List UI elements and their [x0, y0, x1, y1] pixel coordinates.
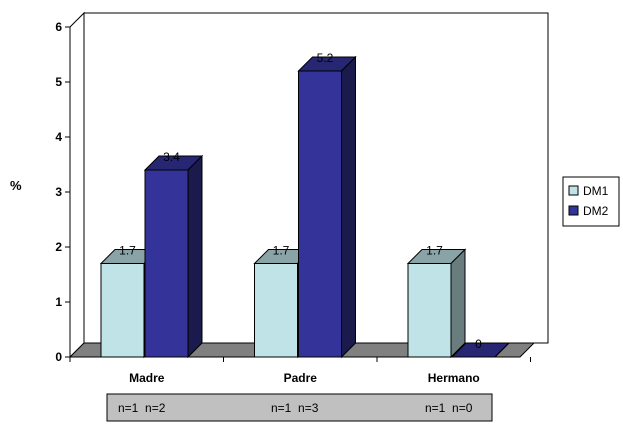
sample-sizes-box: n=1 n=2 n=1 n=3 n=1 n=0 — [106, 393, 493, 422]
y-tick-label: 5 — [55, 75, 62, 89]
bar-dm1-hermano — [406, 248, 467, 359]
sample-size-hermano: n=1 n=0 — [425, 401, 473, 415]
data-label-dm2-hermano: 0 — [475, 337, 482, 351]
legend: DM1 DM2 — [562, 176, 620, 227]
legend-swatch-dm2 — [568, 205, 579, 216]
legend-box — [562, 176, 620, 227]
bar-dm2-madre — [143, 154, 204, 359]
y-tick-label: 4 — [55, 130, 62, 144]
side-wall — [69, 11, 85, 359]
legend-label-dm2: DM2 — [583, 204, 609, 218]
y-axis-label: % — [10, 178, 22, 193]
y-tick-label: 0 — [55, 350, 62, 364]
sample-size-padre: n=1 n=3 — [271, 401, 319, 415]
data-label-dm2-padre: 5.2 — [317, 51, 334, 65]
x-axis-categories: Madre Padre Hermano — [129, 371, 480, 385]
data-label-dm1-madre: 1.7 — [119, 244, 136, 258]
category-label-madre: Madre — [129, 371, 165, 385]
y-tick-label: 1 — [55, 295, 62, 309]
sample-size-madre: n=1 n=2 — [118, 401, 166, 415]
data-labels-group: 1.7 3.4 1.7 5.2 1.7 0 — [119, 51, 482, 351]
legend-swatch-dm1 — [568, 185, 579, 196]
y-tick-label: 2 — [55, 240, 62, 254]
legend-label-dm1: DM1 — [583, 184, 609, 198]
category-label-padre: Padre — [284, 371, 318, 385]
data-label-dm1-hermano: 1.7 — [426, 244, 443, 258]
bars-group — [99, 55, 511, 359]
y-axis: 0 1 2 3 4 5 6 — [55, 20, 531, 364]
category-label-hermano: Hermano — [428, 371, 480, 385]
data-label-dm2-madre: 3.4 — [163, 150, 180, 164]
bar-dm2-padre — [297, 55, 357, 359]
data-label-dm1-padre: 1.7 — [273, 244, 290, 258]
y-tick-label: 6 — [55, 20, 62, 34]
y-tick-label: 3 — [55, 185, 62, 199]
sample-sizes-background — [106, 393, 493, 422]
